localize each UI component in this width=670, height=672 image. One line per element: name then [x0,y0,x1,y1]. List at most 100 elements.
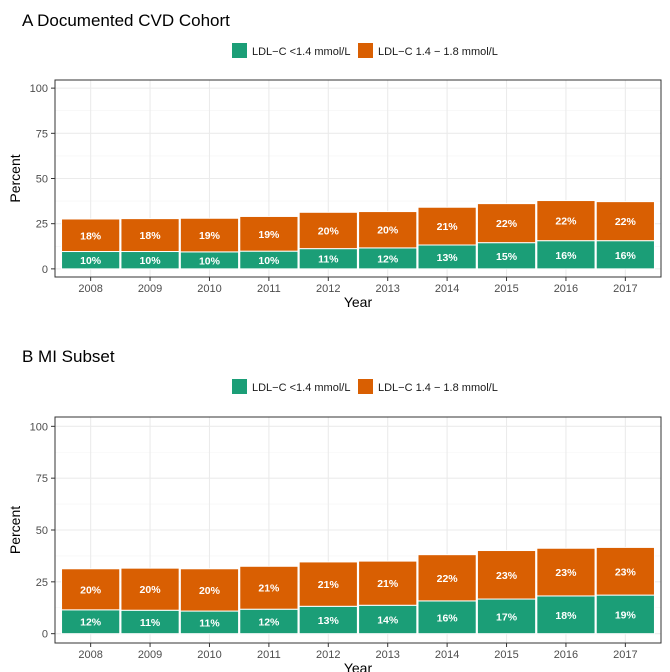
data-label: 23% [496,570,518,582]
x-tick-label: 2010 [197,649,221,661]
data-label: 11% [318,254,339,266]
x-tick-label: 2015 [494,649,518,661]
bar-ldl-1-4-1-8-2014 [417,554,477,602]
y-tick-label: 50 [36,174,48,186]
data-label: 12% [80,617,102,629]
bar-ldl-1-4-1-8-2013 [358,211,418,249]
data-label: 21% [437,221,459,233]
data-label: 16% [555,250,577,262]
x-tick-label: 2013 [375,283,399,295]
data-label: 22% [437,573,459,585]
x-tick-label: 2017 [613,649,637,661]
data-label: 22% [496,218,518,230]
data-label: 20% [318,225,340,237]
data-label: 10% [140,255,162,267]
bar-ldl-lt-1-4-2017 [595,240,655,270]
bar-ldl-1-4-1-8-2012 [298,211,358,250]
data-label: 18% [555,610,577,622]
data-label: 21% [318,579,340,591]
y-tick-label: 0 [42,629,48,641]
bar-ldl-1-4-1-8-2014 [417,206,477,246]
data-label: 10% [199,255,221,267]
x-tick-label: 2010 [197,283,221,295]
data-label: 18% [80,230,102,242]
panel-title: B MI Subset [22,347,115,366]
data-label: 23% [615,566,637,578]
x-tick-label: 2009 [138,649,162,661]
x-tick-label: 2008 [78,649,102,661]
bar-ldl-lt-1-4-2014 [417,600,477,635]
data-label: 13% [318,615,340,627]
data-label: 10% [258,255,280,267]
x-tick-label: 2016 [554,283,578,295]
bar-ldl-1-4-1-8-2012 [298,561,358,607]
data-label: 12% [377,253,399,265]
y-tick-label: 0 [42,264,48,276]
data-label: 20% [377,225,399,237]
x-tick-label: 2014 [435,283,459,295]
bar-ldl-1-4-1-8-2011 [239,565,299,610]
legend-swatch-1 [358,43,373,58]
data-label: 16% [615,250,637,262]
bar-ldl-1-4-1-8-2017 [595,201,655,242]
bar-ldl-lt-1-4-2016 [536,240,596,270]
data-label: 13% [437,252,459,264]
data-label: 12% [258,616,280,628]
legend-label-1: LDL−C 1.4 − 1.8 mmol/L [378,46,498,58]
y-axis-title: Percent [7,506,23,554]
bar-ldl-lt-1-4-2013 [358,604,418,635]
x-tick-label: 2008 [78,283,102,295]
data-label: 22% [555,216,577,228]
bar-ldl-lt-1-4-2016 [536,595,596,635]
data-label: 16% [437,612,459,624]
bar-ldl-1-4-1-8-2016 [536,547,596,597]
y-tick-label: 50 [36,525,48,537]
bar-ldl-1-4-1-8-2011 [239,215,299,252]
legend-swatch-0 [232,43,247,58]
panel-mi-subset: B MI Subset LDL−C <1.4 mmol/L LDL−C 1.4 − … [7,347,662,672]
bar-ldl-lt-1-4-2015 [476,598,537,635]
legend-label-0: LDL−C <1.4 mmol/L [252,382,350,394]
data-label: 15% [496,251,518,263]
data-label: 17% [496,611,518,623]
legend-swatch-0 [232,379,247,394]
data-label: 14% [377,614,399,626]
x-tick-label: 2009 [138,283,162,295]
data-label: 19% [199,230,221,242]
legend-swatch-1 [358,379,373,394]
x-tick-label: 2013 [375,649,399,661]
x-tick-label: 2016 [554,649,578,661]
bar-ldl-1-4-1-8-2016 [536,200,596,242]
y-axis-title: Percent [7,154,23,202]
panel-title: A Documented CVD Cohort [22,11,230,30]
bar-ldl-lt-1-4-2011 [239,608,299,635]
legend-label-1: LDL−C 1.4 − 1.8 mmol/L [378,382,498,394]
data-label: 11% [199,617,220,629]
data-label: 19% [615,609,637,621]
bar-ldl-1-4-1-8-2010 [179,217,240,253]
x-tick-label: 2011 [257,649,281,661]
x-tick-label: 2017 [613,283,637,295]
bar-ldl-1-4-1-8-2015 [476,203,537,244]
y-tick-label: 75 [36,473,48,485]
x-tick-label: 2014 [435,649,459,661]
x-tick-label: 2011 [257,283,281,295]
data-label: 18% [140,230,162,242]
y-tick-label: 100 [30,83,48,95]
x-axis-title: Year [344,660,373,672]
y-tick-label: 25 [36,577,48,589]
data-label: 11% [140,617,161,629]
data-label: 23% [555,567,577,579]
y-tick-label: 75 [36,128,48,140]
data-label: 21% [377,578,399,590]
x-tick-label: 2015 [494,283,518,295]
panel-documented-cvd-cohort: A Documented CVD Cohort LDL−C <1.4 mmol/L… [7,11,662,310]
x-tick-label: 2012 [316,649,340,661]
data-label: 20% [140,584,162,596]
x-axis-title: Year [344,294,373,310]
bar-ldl-1-4-1-8-2008 [61,568,121,611]
bar-ldl-1-4-1-8-2010 [179,568,240,612]
data-label: 19% [258,229,280,241]
y-tick-label: 25 [36,219,48,231]
bar-ldl-lt-1-4-2012 [298,605,358,635]
